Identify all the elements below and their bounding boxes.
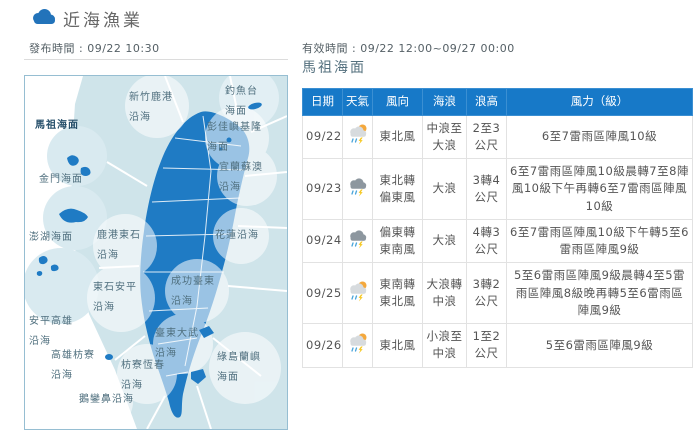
weather-cell [342,262,373,325]
penghu-sea-circle[interactable] [25,248,99,324]
header-divider [24,59,288,60]
map-area-eluanbi[interactable]: 鵝鑾鼻沿海 [79,394,134,405]
sun-thunder-shower-icon [347,123,369,150]
date-cell: 09/26 [302,323,343,368]
date-cell: 09/25 [302,262,343,325]
cloud-thunder-shower-icon [347,175,369,202]
map-area-penghu[interactable]: 澎湖海面 [29,232,73,243]
page-header: 近海漁業 [30,6,143,31]
map-area-dongshi-anping[interactable]: 東石安平沿海 [93,282,137,313]
wind-force-cell: 6至7雷雨區陣風10級下午轉5至6雷雨區陣風9級 [506,218,693,264]
map-area-anping-kaohsiung[interactable]: 安平高雄沿海 [29,316,73,347]
forecast-row: 09/26 東北風 小浪至中浪 1至2公尺 5至6雷雨區陣風9級 [302,323,693,368]
wave-cell: 4轉3公尺 [466,218,507,264]
weather-cell [342,218,373,264]
wind-dir-cell: 東南轉東北風 [372,262,423,325]
sea-cell: 大浪轉中浪 [422,262,467,325]
date-cell: 09/24 [302,218,343,264]
label-glows [81,76,281,428]
wind-dir-cell: 東北風 [372,323,423,368]
cloud-icon [30,8,56,29]
cloud-thunder-shower-icon [347,227,369,254]
publish-time: 發布時間 : 09/22 10:30 [29,42,160,55]
wave-cell: 2至3公尺 [466,114,507,160]
offshore-islands [36,102,262,384]
wave-cell: 1至2公尺 [466,323,507,368]
forecast-table: 日期 天氣 風向 海浪 浪高 風力（級） 09/22 東北風 中浪至大浪 2至3… [302,88,693,368]
col-header-date: 日期 [302,88,343,116]
col-header-wind-dir: 風向 [372,88,423,116]
forecast-row: 09/25 東南轉東北風 大浪轉中浪 3轉2公尺 5至6雷雨區陣風9級晨轉4至5… [302,262,693,325]
col-header-wind-force: 風力（級） [506,88,693,116]
map-area-chenggong-taitung[interactable]: 成功臺東沿海 [171,276,215,307]
coastal-area-map: 馬祖海面 金門海面 澎湖海面 安平高雄沿海 高雄枋寮沿海 新竹鹿港沿海 釣魚台海… [24,75,288,430]
sea-cell: 大浪 [422,218,467,264]
map-area-kaohsiung-fangliao[interactable]: 高雄枋寮沿海 [51,350,95,381]
map-area-hualien[interactable]: 花蓮沿海 [215,230,259,241]
sun-thunder-shower-icon [347,332,369,359]
weather-cell [342,323,373,368]
sea-cell: 小浪至中浪 [422,323,467,368]
sun-thunder-shower-icon [347,280,369,307]
matsu-sea-circle[interactable] [47,126,107,186]
forecast-row: 09/24 偏東轉東南風 大浪 4轉3公尺 6至7雷雨區陣風10級下午轉5至6雷… [302,218,693,264]
date-cell: 09/22 [302,114,343,160]
map-area-kinmen[interactable]: 金門海面 [39,174,83,185]
map-area-hsinchu-lukang[interactable]: 新竹鹿港沿海 [129,92,173,123]
wind-force-cell: 6至7雷雨區陣風10級 [506,114,693,160]
wave-cell: 3轉2公尺 [466,262,507,325]
map-area-matsu[interactable]: 馬祖海面 [35,120,79,131]
col-header-sea: 海浪 [422,88,467,116]
wind-dir-cell: 偏東轉東南風 [372,218,423,264]
weather-cell [342,114,373,160]
table-header-row: 日期 天氣 風向 海浪 浪高 風力（級） [302,88,693,116]
wind-force-cell: 5至6雷雨區陣風9級晨轉4至5雷雨區陣風8級晚再轉5至6雷雨區陣風9級 [506,262,693,325]
wind-force-cell: 6至7雷雨區陣風10級晨轉7至8陣風10級下午再轉6至7雷雨區陣風10級 [506,158,693,220]
map-area-greenisland-lanyu[interactable]: 綠島蘭嶼海面 [217,352,261,383]
date-cell: 09/23 [302,158,343,220]
wind-dir-cell: 東北轉偏東風 [372,158,423,220]
taiwan-map-svg [25,76,287,429]
sea-cell: 大浪 [422,158,467,220]
wave-cell: 3轉4公尺 [466,158,507,220]
wind-dir-cell: 東北風 [372,114,423,160]
valid-time: 有效時間 : 09/22 12:00~09/27 00:00 [302,42,515,55]
forecast-row: 09/23 東北轉偏東風 大浪 3轉4公尺 6至7雷雨區陣風10級晨轉7至8陣風… [302,158,693,220]
map-area-yilan-suao[interactable]: 宜蘭蘇澳沿海 [219,162,263,193]
wind-force-cell: 5至6雷雨區陣風9級 [506,323,693,368]
map-area-taitung-dawu[interactable]: 臺東大武沿海 [155,328,199,359]
weather-cell [342,158,373,220]
map-area-pengjia-keelung[interactable]: 彭佳嶼基隆海面 [207,122,262,153]
region-title: 馬祖海面 [302,60,366,76]
col-header-wave: 浪高 [466,88,507,116]
map-area-fangliao-hengchun[interactable]: 枋寮恆春沿海 [121,360,165,391]
page-title: 近海漁業 [63,11,143,31]
map-area-diaoyutai[interactable]: 釣魚台海面 [225,86,258,117]
forecast-row: 09/22 東北風 中浪至大浪 2至3公尺 6至7雷雨區陣風10級 [302,114,693,160]
col-header-weather: 天氣 [342,88,373,116]
map-area-lukang-dongshi[interactable]: 鹿港東石沿海 [97,230,141,261]
sea-cell: 中浪至大浪 [422,114,467,160]
